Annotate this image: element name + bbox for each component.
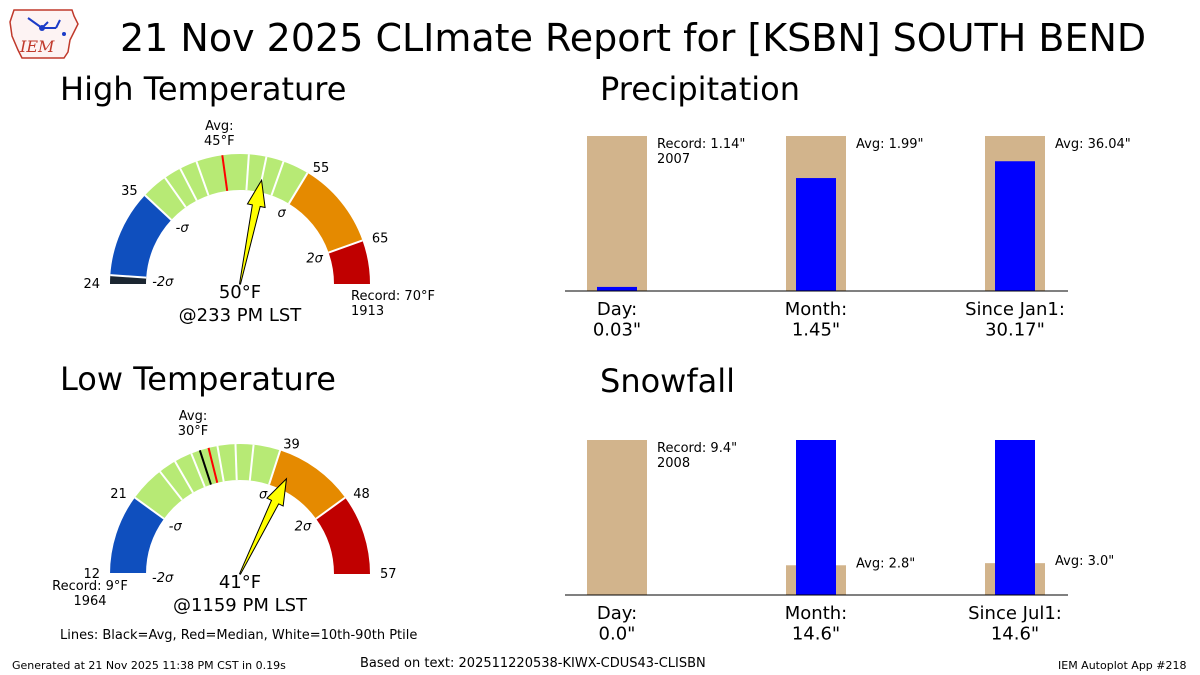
avg-line <box>198 450 212 485</box>
zone-separator <box>268 450 282 485</box>
category-label: Month: 14.6" <box>785 603 847 645</box>
sigma-tick-label: σ <box>259 487 268 502</box>
value-tick-label: 48 <box>353 487 370 502</box>
gauge-zone <box>316 497 370 574</box>
precip-title: Precipitation <box>600 70 801 108</box>
percentile-line <box>164 177 187 208</box>
iowa-outline-icon <box>9 9 79 59</box>
low-temp-title: Low Temperature <box>60 360 336 398</box>
gauge-zone <box>134 444 281 519</box>
snowfall-title: Snowfall <box>600 362 735 400</box>
average-bar <box>587 440 647 595</box>
category-label: Since Jan1: 30.17" <box>965 299 1065 341</box>
average-bar <box>587 136 647 291</box>
high-temp-title: High Temperature <box>60 70 347 108</box>
bar-annotation: Record: 9.4" 2008 <box>657 441 737 471</box>
record-label: Record: 9°F 1964 <box>52 579 128 609</box>
percentile-line <box>216 445 225 482</box>
value-tick-label: 21 <box>110 487 127 502</box>
page-title: 21 Nov 2025 CLImate Report for [KSBN] SO… <box>120 16 1147 60</box>
record-label: Record: 70°F 1913 <box>351 289 435 319</box>
observed-time: @233 PM LST <box>179 305 303 326</box>
observed-time: @1159 PM LST <box>173 595 308 616</box>
percentile-line <box>245 154 250 191</box>
category-label: Since Jul1: 14.6" <box>968 603 1062 645</box>
sigma-tick-label: σ <box>277 206 286 221</box>
gauge-zone <box>110 497 164 574</box>
zone-separator <box>144 194 172 221</box>
sigma-tick-label: -σ <box>169 519 183 534</box>
bar-annotation: Avg: 3.0" <box>1055 554 1114 569</box>
high-temp-gauge: Avg: 45°F 24 35 55 65 -2σ -σ σ 2σ 50°F@233 PM LST R… <box>83 119 435 326</box>
zone-separator <box>287 172 309 205</box>
bar-annotation: Avg: 1.99" <box>856 137 924 152</box>
observed-bar <box>796 440 836 595</box>
sigma-tick-label: 2σ <box>295 519 312 534</box>
observed-bar <box>995 440 1035 595</box>
category-label: Day: 0.03" <box>593 299 641 341</box>
low-temp-gauge: Avg: 30°F 12 21 39 48 57 -2σ -σ σ 2σ 41°F@1159 PM L… <box>52 409 396 616</box>
percentile-line <box>195 161 210 196</box>
app-note: IEM Autoplot App #218 <box>1058 659 1187 672</box>
observed-value: 41°F <box>219 572 261 593</box>
value-tick-label: 35 <box>121 184 138 199</box>
percentile-line <box>234 444 238 481</box>
logo-text: IEM <box>19 37 55 56</box>
zone-separator <box>110 274 147 279</box>
legend-note: Lines: Black=Avg, Red=Median, White=10th… <box>60 628 418 643</box>
gauge-zone <box>328 240 370 284</box>
avg-label: Avg: 45°F <box>204 119 235 149</box>
percentile-line <box>159 470 183 501</box>
percentile-line <box>248 444 255 481</box>
bar-annotation: Avg: 36.04" <box>1055 137 1131 152</box>
snowfall-chart: Record: 9.4" 2008 Day: 0.0" Avg: 2.8" Month: 1… <box>565 440 1114 645</box>
bar-annotation: Record: 1.14" 2007 <box>657 137 745 167</box>
value-tick-label: 57 <box>380 567 397 582</box>
percentile-line <box>179 168 198 201</box>
sigma-tick-label: -σ <box>176 221 190 236</box>
gauge-needle <box>238 477 288 575</box>
sigma-tick-label: -2σ <box>152 275 174 290</box>
source-note: Based on text: 202511220538-KIWX-CDUS43-… <box>360 656 706 671</box>
percentile-line <box>174 460 194 494</box>
zone-separator <box>315 496 346 520</box>
bar-annotation: Avg: 2.8" <box>856 556 915 571</box>
avg-label: Avg: 30°F <box>178 409 209 439</box>
value-tick-label: 65 <box>372 231 389 246</box>
generated-note: Generated at 21 Nov 2025 11:38 PM CST in… <box>12 659 286 672</box>
observed-bar <box>796 178 836 291</box>
zone-separator <box>134 496 165 520</box>
percentile-line <box>270 161 285 196</box>
iem-logo: IEM <box>9 9 79 59</box>
sigma-tick-label: -2σ <box>152 571 174 586</box>
zone-separator <box>328 239 363 254</box>
precip-chart: Record: 1.14" 2007 Day: 0.03" Avg: 1.99" Mont… <box>565 136 1131 341</box>
gauge-needle <box>238 178 266 285</box>
gauge-zone <box>110 195 172 278</box>
median-line <box>207 447 219 484</box>
category-label: Day: 0.0" <box>597 603 637 645</box>
value-tick-label: 55 <box>313 161 330 176</box>
percentile-line <box>190 453 206 488</box>
gauge-zone <box>269 450 346 519</box>
sigma-tick-label: 2σ <box>306 252 323 267</box>
observed-value: 50°F <box>219 282 261 303</box>
gauge-zone <box>288 172 363 253</box>
observed-bar <box>995 161 1035 291</box>
category-label: Month: 1.45" <box>785 299 847 341</box>
value-tick-label: 12 <box>83 567 100 582</box>
value-tick-label: 39 <box>283 438 300 453</box>
observed-bar <box>597 286 637 291</box>
median-line <box>221 155 229 192</box>
value-tick-label: 24 <box>83 277 100 292</box>
